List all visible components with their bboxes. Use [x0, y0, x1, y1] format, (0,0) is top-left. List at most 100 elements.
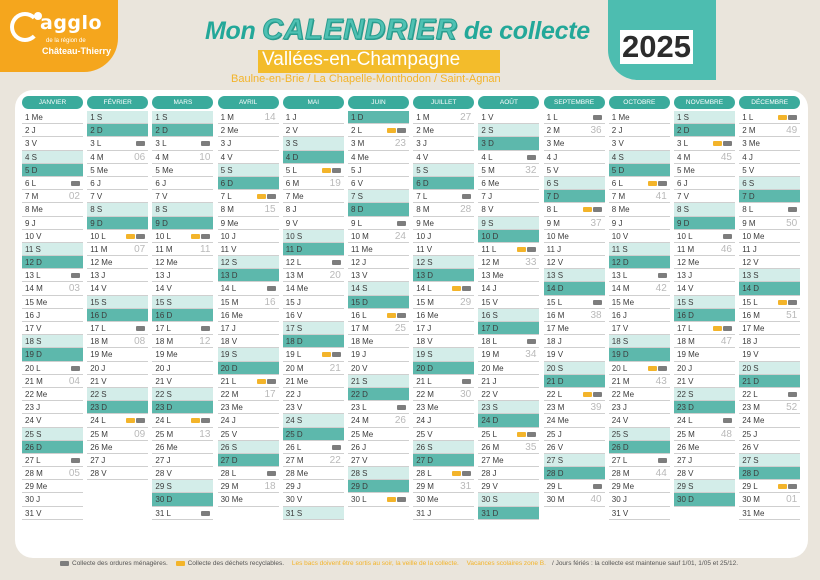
day-row: 20 D [217, 361, 279, 375]
day-row: 20 S [543, 361, 605, 375]
day-label: 29 Me [25, 482, 48, 492]
day-label: 1 S [90, 113, 103, 122]
day-row: 20 D [413, 361, 475, 375]
day-label: 3 L [677, 139, 689, 149]
day-label: 19 S [220, 350, 238, 360]
day-label: 4 M [677, 152, 691, 162]
day-row: 13 L [22, 269, 83, 283]
day-row: 3 D [478, 137, 540, 151]
day-row: 19 V [739, 348, 801, 362]
day-label: 4 J [546, 152, 558, 162]
day-label: 16 M [546, 310, 565, 320]
day-row: 1 S [674, 111, 735, 125]
month-column: Juillet 1 M 27 2 Me 3 J 4 V 5 S 6 D 7 L 8 M 28 9 Me… [413, 96, 475, 520]
day-label: 29 J [285, 482, 301, 492]
day-label: 5 Me [677, 165, 695, 175]
month-header: Juin [348, 96, 409, 109]
day-row: 18 Me [348, 335, 409, 349]
day-row: 4 M 45 [674, 151, 735, 164]
day-label: 27 L [25, 455, 41, 465]
week-number: 02 [68, 191, 80, 203]
day-label: 21 M [25, 376, 43, 386]
day-row: 29 M 31 [413, 480, 475, 494]
recycling-truck-icon [387, 128, 396, 134]
day-row: 6 M 19 [282, 177, 344, 191]
day-label: 5 V [742, 165, 755, 175]
day-row: 29 L [739, 480, 801, 494]
day-label: 3 D [481, 139, 494, 149]
day-label: 13 M [285, 271, 304, 281]
day-label: 6 D [220, 178, 234, 188]
day-row: 28 V [674, 467, 735, 481]
day-row: 13 Me [478, 269, 540, 283]
day-label: 4 S [611, 152, 624, 162]
day-label: 7 J [481, 192, 493, 202]
household-truck-icon [331, 444, 341, 450]
household-truck-icon [788, 299, 798, 305]
week-number: 22 [329, 454, 341, 466]
legend-public-holidays: / Jours fériés : la collecte est mainten… [551, 560, 739, 567]
household-truck-icon [657, 365, 667, 371]
day-label: 20 J [677, 363, 693, 373]
day-row: 20 M 21 [282, 362, 344, 375]
day-label: 31 Me [742, 508, 765, 518]
day-label: 17 L [677, 324, 693, 333]
recycling-truck-icon [582, 391, 592, 397]
day-row: 2 V [282, 124, 344, 138]
day-label: 17 L [90, 324, 106, 333]
day-row: 26 L [282, 441, 344, 454]
day-label: 23 M [742, 403, 760, 413]
day-label: 4 V [220, 152, 233, 162]
household-truck-icon [527, 246, 537, 252]
day-list: 1 L 2 M 49 3 Me 4 J 5 V 6 S 7 D 8 L 9 M 50 10 Me 11 … [739, 111, 801, 520]
day-row: 30 M 40 [543, 493, 605, 507]
day-label: 3 Me [742, 139, 760, 149]
day-row: 5 Me [152, 164, 214, 177]
day-label: 3 M [351, 139, 365, 149]
day-list: 1 M 27 2 Me 3 J 4 V 5 S 6 D 7 L 8 M 28 9 Me 10 J 11 … [413, 111, 475, 520]
day-label: 27 D [220, 455, 238, 465]
day-row: 26 V [739, 441, 801, 454]
day-row: 3 L [87, 137, 149, 151]
day-row: 9 Me [217, 217, 279, 230]
day-row: 27 Me [478, 454, 540, 468]
day-label: 26 D [611, 442, 629, 452]
legend-bins-note: Les bacs doivent être sortis au soir, la… [291, 560, 459, 567]
day-label: 19 D [25, 350, 42, 360]
week-number: 27 [460, 112, 472, 123]
day-label: 31 J [416, 508, 432, 518]
day-row: 18 M 12 [152, 335, 214, 349]
week-number: 06 [134, 151, 146, 163]
week-number: 32 [525, 164, 537, 176]
day-list: 1 M 14 2 Me 3 J 4 V 5 S 6 D 7 L 8 M 15 9 Me 10 J 11 … [217, 111, 279, 507]
day-row: 12 V [739, 256, 801, 270]
day-row: 5 J [348, 164, 409, 177]
day-row: 17 M 25 [348, 322, 409, 336]
day-row: 18 J [543, 335, 605, 349]
day-row: 10 S [282, 229, 344, 243]
day-label: 6 L [25, 178, 37, 188]
recycling-truck-icon [256, 378, 266, 384]
day-row: 6 L [22, 177, 83, 191]
day-label: 27 Me [481, 455, 504, 465]
day-label: 10 M [351, 231, 369, 241]
week-number: 14 [264, 112, 276, 123]
day-row: 22 L [739, 388, 801, 402]
day-row: 26 Me [152, 441, 214, 454]
week-number: 26 [394, 415, 406, 427]
day-row: 24 J [413, 414, 475, 428]
day-label: 5 Me [155, 165, 174, 175]
day-label: 25 D [285, 429, 303, 439]
day-label: 27 J [677, 455, 693, 465]
day-row: 12 M 33 [478, 256, 540, 270]
logo-line-1: de la région de [46, 38, 86, 44]
day-row: 21 S [348, 374, 409, 388]
day-row: 21 L [217, 375, 279, 388]
day-row: 14 S [348, 282, 409, 296]
week-number: 19 [329, 177, 341, 189]
day-label: 10 D [481, 231, 499, 241]
day-row: 15 D [348, 295, 409, 309]
day-row: 15 Me [608, 296, 670, 309]
day-label: 7 M [25, 192, 39, 202]
day-label: 25 V [220, 429, 238, 439]
